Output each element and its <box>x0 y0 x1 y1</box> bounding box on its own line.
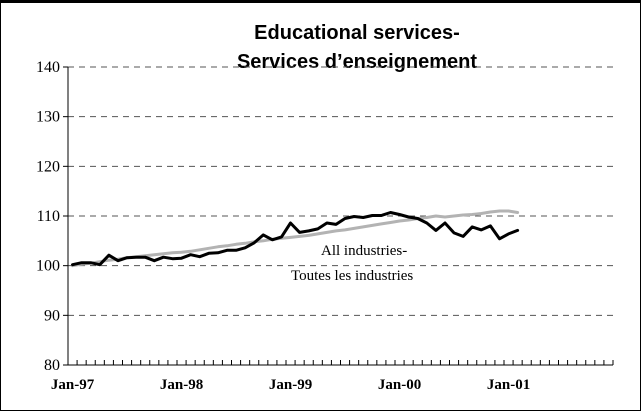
y-tick-label-80: 80 <box>44 357 60 374</box>
x-tick-label-Jan-97: Jan-97 <box>51 377 95 393</box>
y-tick-label-120: 120 <box>36 158 60 175</box>
x-tick-label-Jan-98: Jan-98 <box>160 377 203 393</box>
y-tick-label-100: 100 <box>36 258 60 275</box>
y-tick-label-110: 110 <box>37 208 60 225</box>
series-line-educational-services <box>71 211 520 267</box>
series-lines <box>71 209 520 268</box>
series-line-all-industries <box>71 209 520 268</box>
chart-title: Educational services- <box>254 22 460 44</box>
axes: 80 90 100 110 120 130 140 Jan-97 Jan-98 Jan-99 Jan… <box>36 59 614 393</box>
y-tick-label-140: 140 <box>36 59 60 76</box>
x-tick-label-Jan-01: Jan-01 <box>487 377 530 393</box>
x-tick-label-Jan-99: Jan-99 <box>269 377 312 393</box>
y-tick-label-130: 130 <box>36 109 60 126</box>
x-tick-label-Jan-00: Jan-00 <box>378 377 421 393</box>
gridlines <box>68 66 613 316</box>
chart-canvas: Educational services- Services d’enseign… <box>36 22 614 393</box>
chart-subtitle: Services d’enseignement <box>237 51 477 73</box>
all-industries-label-fr: Toutes les industries <box>291 268 413 284</box>
all-industries-label-en: All industries- <box>321 243 407 259</box>
y-tick-label-90: 90 <box>44 307 60 324</box>
